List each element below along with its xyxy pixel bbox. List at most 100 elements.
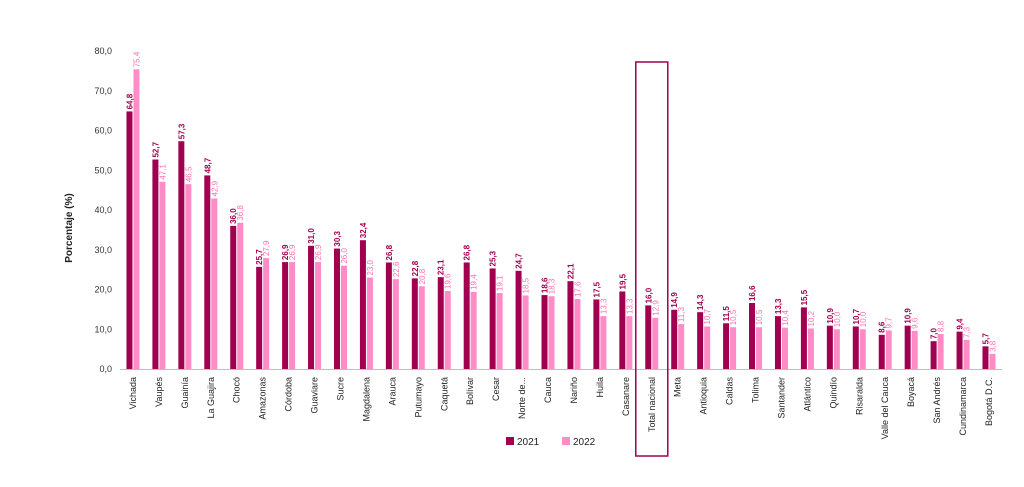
- value-label-2021: 26,8: [463, 244, 472, 260]
- category-label: Cauca: [543, 377, 553, 403]
- bar-2021: [956, 331, 963, 369]
- value-label-2021: 17,5: [592, 281, 601, 297]
- value-label-2022: 11,3: [677, 307, 686, 323]
- value-label-2021: 10,9: [904, 308, 913, 324]
- value-label-2022: 20,8: [418, 268, 427, 284]
- bar-2021: [749, 303, 756, 369]
- value-label-2022: 46,5: [184, 166, 193, 182]
- bar-2021: [852, 326, 859, 369]
- category-label: Sucre: [335, 377, 345, 401]
- bar-2022: [626, 316, 633, 369]
- bar-2022: [133, 69, 140, 369]
- value-label-2022: 13,3: [625, 298, 634, 314]
- category-label: Nariño: [569, 377, 579, 404]
- bar-2022: [833, 329, 840, 369]
- value-label-2022: 3,8: [988, 340, 997, 352]
- bar-2021: [437, 277, 444, 369]
- y-tick-label: 20,0: [94, 285, 112, 295]
- bar-2021: [515, 270, 522, 369]
- category-label: Norte de...: [517, 377, 527, 419]
- bar-2021: [645, 305, 652, 369]
- bar-2022: [418, 286, 425, 369]
- value-label-2022: 17,6: [573, 281, 582, 297]
- category-label: Meta: [673, 377, 683, 397]
- value-label-2022: 26,9: [314, 244, 323, 260]
- category-label: Santander: [776, 377, 786, 419]
- category-label: Vichada: [128, 377, 138, 409]
- category-label: Cesar: [491, 377, 501, 401]
- value-label-2022: 26,0: [340, 248, 349, 264]
- value-label-2022: 47,1: [158, 164, 167, 180]
- bar-2021: [697, 312, 704, 369]
- bar-2021: [126, 111, 133, 370]
- value-label-2021: 11,5: [722, 306, 731, 322]
- value-label-2022: 10,5: [729, 309, 738, 325]
- value-label-2021: 15,5: [800, 289, 809, 305]
- bar-2021: [152, 159, 159, 369]
- value-label-2022: 42,9: [210, 180, 219, 196]
- category-label: Amazonas: [258, 377, 268, 420]
- value-label-2022: 27,9: [262, 240, 271, 256]
- bar-2021: [333, 248, 340, 369]
- bar-2021: [878, 334, 885, 369]
- y-tick-label: 10,0: [94, 324, 112, 334]
- bar-2022: [548, 296, 555, 369]
- value-label-2022: 36,8: [236, 205, 245, 221]
- category-label: Magdalena: [361, 377, 371, 422]
- bar-2022: [263, 258, 270, 369]
- category-label: Caquetá: [439, 377, 449, 411]
- category-label: Bogotá D.C.: [984, 377, 994, 426]
- category-label: San Andrés: [932, 377, 942, 424]
- category-label: Guainía: [180, 377, 190, 409]
- bar-2021: [256, 266, 263, 369]
- value-label-2021: 64,8: [125, 93, 134, 109]
- legend-swatch-2022: [562, 437, 570, 445]
- category-label: Total nacional: [647, 377, 657, 432]
- value-label-2021: 22,1: [566, 263, 575, 279]
- value-label-2022: 10,7: [703, 308, 712, 324]
- category-label: Putumayo: [413, 377, 423, 418]
- legend: 2021 2022: [506, 437, 596, 448]
- bar-2022: [340, 265, 347, 369]
- y-tick-label: 70,0: [94, 86, 112, 96]
- bar-2022: [366, 277, 373, 369]
- bar-2022: [574, 299, 581, 369]
- category-label: Vaupés: [154, 377, 164, 407]
- category-label: Huila: [595, 377, 605, 398]
- category-label: Quindío: [828, 377, 838, 409]
- bar-2022: [678, 324, 685, 369]
- category-label: La Guajira: [206, 377, 216, 419]
- bar-2022: [911, 330, 918, 369]
- bars: [126, 69, 996, 370]
- bar-2022: [781, 327, 788, 369]
- category-label: Boyacá: [906, 377, 916, 407]
- value-label-2021: 26,9: [281, 244, 290, 260]
- bar-2021: [359, 240, 366, 369]
- bar-2022: [522, 295, 529, 369]
- legend-label-2021: 2021: [517, 437, 540, 448]
- y-tick-label: 50,0: [94, 165, 112, 175]
- value-label-2021: 8,6: [878, 321, 887, 333]
- value-label-2022: 19,4: [470, 274, 479, 290]
- bar-2021: [904, 325, 911, 369]
- category-label: Córdoba: [284, 377, 294, 412]
- value-label-2021: 57,3: [177, 123, 186, 139]
- category-label: Tolima: [751, 377, 761, 403]
- y-axis-title: Porcentaje (%): [64, 193, 75, 262]
- bar-2022: [392, 279, 399, 369]
- value-label-2021: 26,8: [385, 244, 394, 260]
- bar-2021: [774, 316, 781, 369]
- bar-2021: [800, 307, 807, 369]
- bar-2021: [308, 245, 315, 369]
- bar-2021: [567, 281, 574, 369]
- value-label-2022: 10,2: [807, 310, 816, 326]
- bar-2021: [930, 341, 937, 369]
- bar-2021: [541, 295, 548, 369]
- legend-swatch-2021: [506, 437, 514, 445]
- category-label: Caldas: [725, 377, 735, 406]
- bar-2021: [671, 309, 678, 369]
- value-labels: 64,8 75,4 52,7 47,1 57,3 46,5 48,7 42,9 36,036,8…: [125, 51, 997, 352]
- bar-2021: [619, 291, 626, 369]
- value-label-2022: 12,9: [651, 300, 660, 316]
